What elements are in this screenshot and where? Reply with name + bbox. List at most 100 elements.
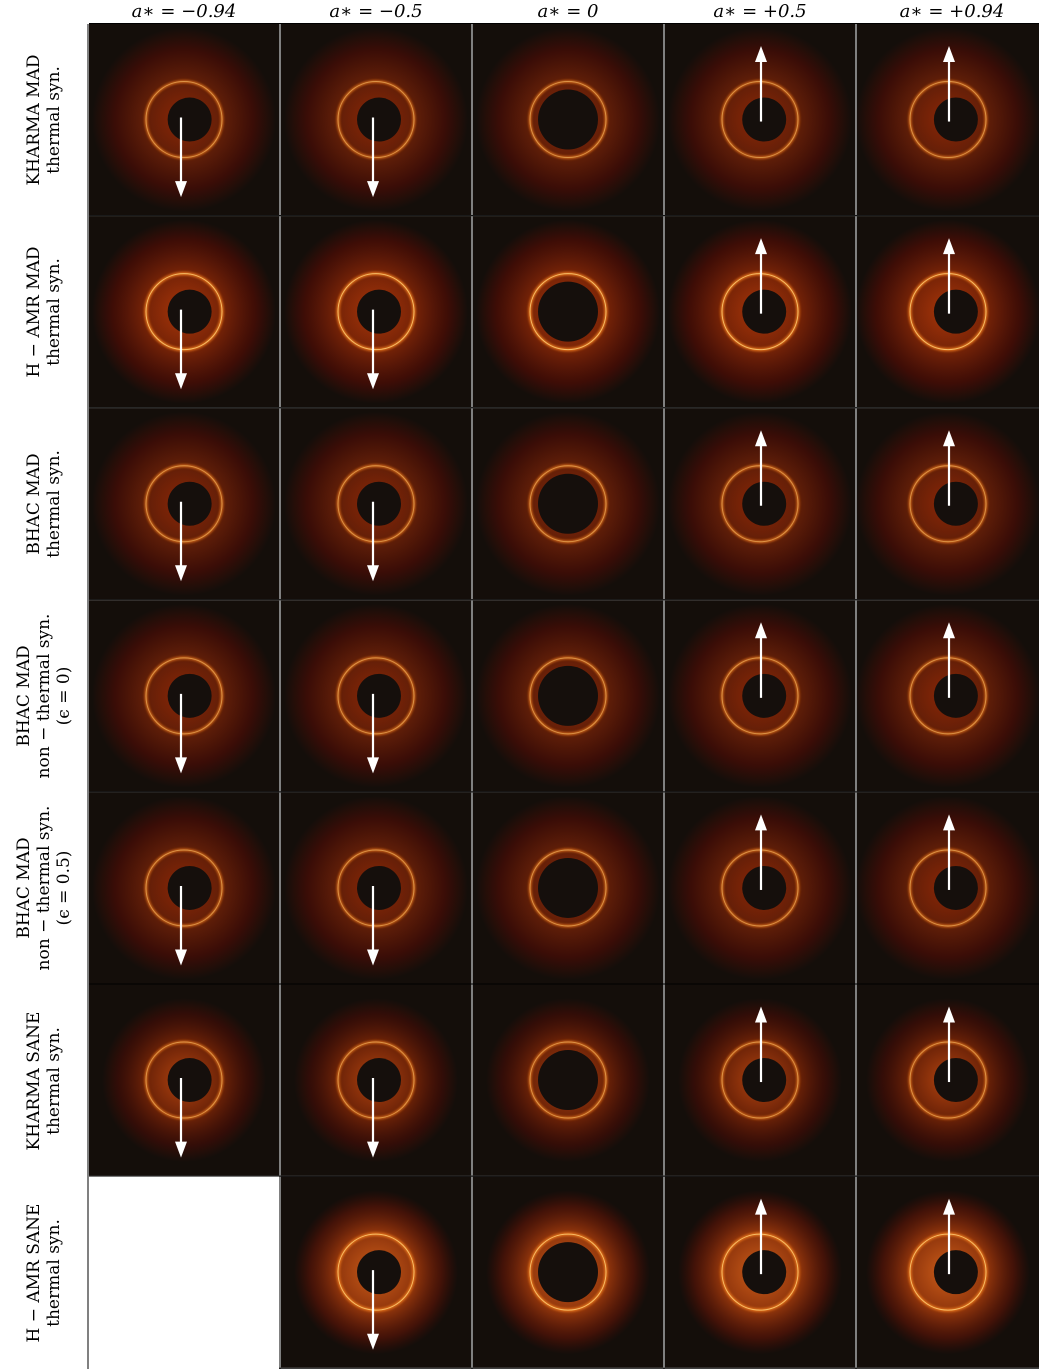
panel-image <box>281 984 471 1176</box>
panel-image <box>89 216 279 408</box>
arrow-head-icon <box>943 430 955 447</box>
black-hole-shadow <box>538 89 598 150</box>
row-label-line: non − thermal syn. <box>34 613 54 779</box>
arrow-head-icon <box>367 181 379 198</box>
photon-ring-core <box>337 273 415 351</box>
panel-image <box>473 1176 663 1368</box>
arrow-head-icon <box>755 1198 767 1215</box>
arrow-head-icon <box>943 814 955 831</box>
arrow-head-icon <box>943 622 955 639</box>
photon-ring-core <box>145 81 223 159</box>
black-hole-shadow <box>742 97 787 142</box>
photon-ring-core <box>529 81 607 159</box>
panel-image <box>89 408 279 600</box>
panel-image <box>281 24 471 216</box>
panel-image <box>89 600 279 792</box>
empty-panel <box>89 1176 279 1369</box>
photon-ring-core <box>337 657 415 735</box>
row-label-line: thermal syn. <box>44 66 64 174</box>
photon-ring-core <box>337 1233 415 1311</box>
row-label-line: non − thermal syn. <box>34 805 54 971</box>
row-label-line: thermal syn. <box>44 450 64 559</box>
row-label: BHAC MAD non − thermal syn. (ϵ = 0.5) <box>2 793 86 983</box>
arrow-head-icon <box>755 430 767 447</box>
panel-image <box>857 984 1039 1176</box>
panel-image <box>665 1176 855 1368</box>
black-hole-shadow <box>933 481 978 526</box>
black-hole-shadow <box>538 281 598 342</box>
black-hole-shadow <box>538 473 598 534</box>
photon-ring-core <box>337 465 415 543</box>
arrow-head-icon <box>943 1006 955 1023</box>
panel-image <box>856 408 1039 600</box>
black-hole-shadow <box>357 1250 401 1295</box>
row-label: BHAC MAD non − thermal syn. (ϵ = 0) <box>2 601 86 791</box>
panel-image <box>665 984 855 1176</box>
black-hole-shadow <box>357 481 401 526</box>
black-hole-shadow <box>167 865 212 910</box>
black-hole-shadow <box>742 673 787 718</box>
row-label-line: thermal syn. <box>44 258 64 367</box>
column-header: a∗ = −0.5 <box>329 1 423 22</box>
black-hole-shadow <box>742 1250 787 1295</box>
arrow-head-icon <box>943 46 955 62</box>
panel-image <box>665 792 855 984</box>
black-hole-shadow <box>167 1058 212 1103</box>
panel-image <box>665 216 855 408</box>
panel-image <box>281 408 471 600</box>
arrow-head-icon <box>367 1333 379 1350</box>
panel-image <box>281 1176 471 1368</box>
black-hole-shadow <box>167 673 212 718</box>
row-label-line: KHARMA SANE <box>24 1011 44 1150</box>
photon-ring-core <box>529 1041 607 1119</box>
arrow-head-icon <box>175 565 187 582</box>
photon-ring-core <box>529 657 607 735</box>
arrow-head-icon <box>943 1198 955 1215</box>
arrow-head-icon <box>367 373 379 390</box>
row-label-line: BHAC MAD <box>14 837 34 940</box>
black-hole-shadow <box>933 97 978 142</box>
arrow-head-icon <box>755 46 767 62</box>
photon-ring-core <box>145 849 223 927</box>
black-hole-shadow <box>538 857 598 918</box>
arrow-head-icon <box>755 814 767 831</box>
row-label: H − AMR SANE thermal syn. <box>2 1178 86 1368</box>
arrow-head-icon <box>367 1141 379 1158</box>
black-hole-shadow <box>933 1250 978 1295</box>
panel-image <box>89 24 279 216</box>
black-hole-shadow <box>357 673 401 718</box>
black-hole-shadow <box>357 289 401 334</box>
panel-image <box>89 792 279 984</box>
arrow-head-icon <box>175 181 187 198</box>
panel-image <box>857 1176 1039 1368</box>
arrow-head-icon <box>367 757 379 774</box>
row-label-line: KHARMA MAD <box>24 54 44 186</box>
row-label-line: BHAC MAD <box>14 645 34 748</box>
panel-image <box>856 600 1039 792</box>
arrow-head-icon <box>175 757 187 774</box>
panel-image <box>473 408 663 600</box>
panel-image <box>856 24 1039 216</box>
photon-ring-core <box>145 1041 223 1119</box>
black-hole-shadow <box>167 97 212 142</box>
black-hole-shadow <box>933 673 978 718</box>
photon-ring-core <box>337 1041 415 1119</box>
photon-ring-core <box>145 465 223 543</box>
black-hole-shadow <box>167 481 212 526</box>
black-hole-shadow <box>357 97 401 142</box>
black-hole-shadow <box>538 1242 598 1303</box>
panel-image <box>473 792 663 984</box>
arrow-head-icon <box>943 238 955 255</box>
black-hole-shadow <box>538 1050 598 1111</box>
row-label-line: thermal syn. <box>44 1218 64 1327</box>
column-header: a∗ = −0.94 <box>131 1 237 22</box>
arrow-head-icon <box>175 1141 187 1158</box>
arrow-head-icon <box>755 238 767 255</box>
row-label: KHARMA MAD thermal syn. <box>2 25 86 215</box>
row-label-line: thermal syn. <box>44 1026 64 1135</box>
column-header: a∗ = +0.5 <box>713 1 807 22</box>
photon-ring-core <box>145 273 223 351</box>
panel-image <box>281 792 471 984</box>
panel-image <box>473 24 663 216</box>
